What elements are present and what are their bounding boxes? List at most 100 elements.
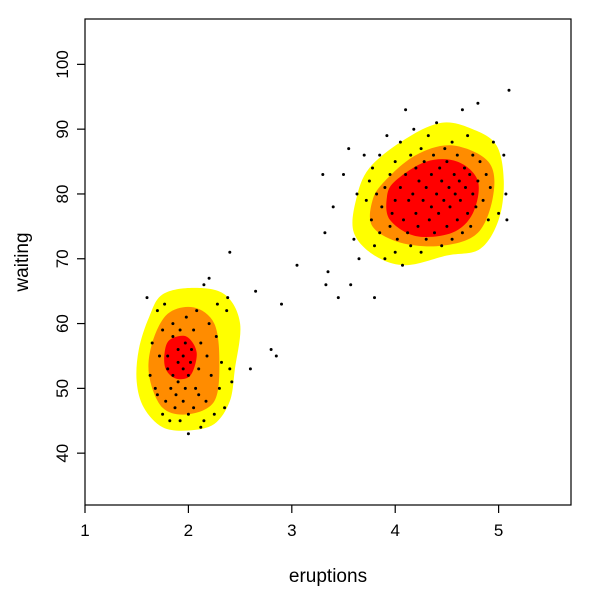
data-point	[455, 218, 459, 222]
data-point	[195, 309, 199, 313]
data-point	[199, 341, 203, 345]
data-point	[424, 186, 428, 189]
data-point	[481, 198, 485, 202]
x-tick-label: 2	[184, 521, 193, 540]
data-point	[181, 367, 185, 371]
data-point	[145, 296, 149, 300]
data-point	[225, 309, 229, 313]
data-point	[174, 393, 178, 397]
data-point	[447, 186, 451, 189]
data-point	[186, 432, 190, 436]
data-point	[390, 211, 394, 215]
scatter-points	[145, 88, 511, 436]
data-point	[228, 367, 232, 371]
data-point	[426, 134, 430, 138]
data-point	[197, 367, 201, 371]
data-point	[409, 153, 413, 157]
data-point	[393, 250, 397, 254]
data-point	[505, 218, 509, 222]
data-point	[226, 296, 230, 300]
data-point	[453, 192, 457, 196]
x-axis-title: eruptions	[289, 566, 367, 587]
data-point	[488, 186, 492, 189]
data-point	[362, 153, 366, 157]
data-point	[164, 399, 168, 403]
data-point	[398, 140, 402, 144]
data-point	[448, 205, 452, 209]
data-point	[497, 211, 501, 215]
data-point	[254, 289, 258, 293]
data-point	[433, 231, 436, 235]
y-tick-label: 90	[53, 120, 72, 139]
data-point	[464, 186, 467, 189]
data-point	[214, 335, 218, 338]
data-point	[163, 302, 167, 306]
data-point	[419, 250, 423, 254]
data-point	[504, 192, 508, 196]
data-point	[207, 276, 211, 280]
data-point	[161, 412, 165, 416]
data-point	[419, 147, 423, 151]
data-point	[502, 153, 506, 157]
data-point	[476, 179, 480, 183]
data-point	[452, 173, 456, 176]
data-point	[269, 348, 273, 351]
data-point	[171, 373, 175, 377]
data-point	[468, 173, 472, 176]
data-point	[326, 270, 330, 274]
y-tick-label: 100	[53, 50, 72, 78]
data-point	[414, 211, 418, 215]
data-point	[445, 160, 449, 164]
data-point	[176, 360, 180, 364]
data-point	[209, 373, 213, 377]
data-point	[466, 134, 470, 138]
data-point	[323, 231, 327, 235]
y-tick-label: 50	[53, 379, 72, 398]
data-point	[424, 237, 428, 241]
y-tick-label: 80	[53, 185, 72, 204]
data-point	[202, 419, 206, 423]
data-point	[371, 166, 374, 170]
density-contours	[136, 122, 504, 431]
data-point	[230, 380, 234, 384]
data-point	[176, 380, 180, 384]
data-point	[217, 386, 221, 390]
data-point	[373, 244, 376, 248]
data-point	[442, 198, 446, 202]
x-axis: 1 2 3 4 5	[80, 505, 503, 540]
data-point	[422, 160, 426, 164]
data-point	[404, 108, 408, 112]
data-point	[321, 173, 325, 176]
data-point	[194, 386, 198, 390]
y-tick-label: 60	[53, 314, 72, 333]
data-point	[402, 218, 405, 222]
data-point	[404, 173, 408, 176]
y-axis: 40 50 60 70 80 90 100	[53, 50, 85, 463]
data-point	[336, 296, 340, 300]
data-point	[207, 322, 211, 326]
data-point	[248, 367, 252, 371]
data-point	[190, 348, 193, 351]
data-point	[460, 108, 464, 112]
data-point	[153, 386, 157, 390]
data-point	[168, 419, 172, 423]
data-point	[380, 205, 384, 209]
data-point	[429, 173, 433, 176]
data-point	[440, 179, 444, 183]
data-point	[324, 283, 328, 287]
x-tick-label: 4	[390, 521, 399, 540]
data-point	[406, 231, 410, 235]
data-point	[347, 147, 351, 151]
data-point	[274, 354, 278, 358]
data-point	[383, 186, 387, 189]
y-tick-label: 40	[53, 444, 72, 463]
data-point	[155, 393, 159, 397]
data-point	[466, 211, 470, 215]
data-point	[158, 354, 161, 358]
data-point	[161, 328, 165, 332]
data-point	[398, 186, 402, 189]
data-point	[414, 166, 418, 170]
data-point	[435, 121, 439, 125]
data-point	[401, 263, 404, 267]
